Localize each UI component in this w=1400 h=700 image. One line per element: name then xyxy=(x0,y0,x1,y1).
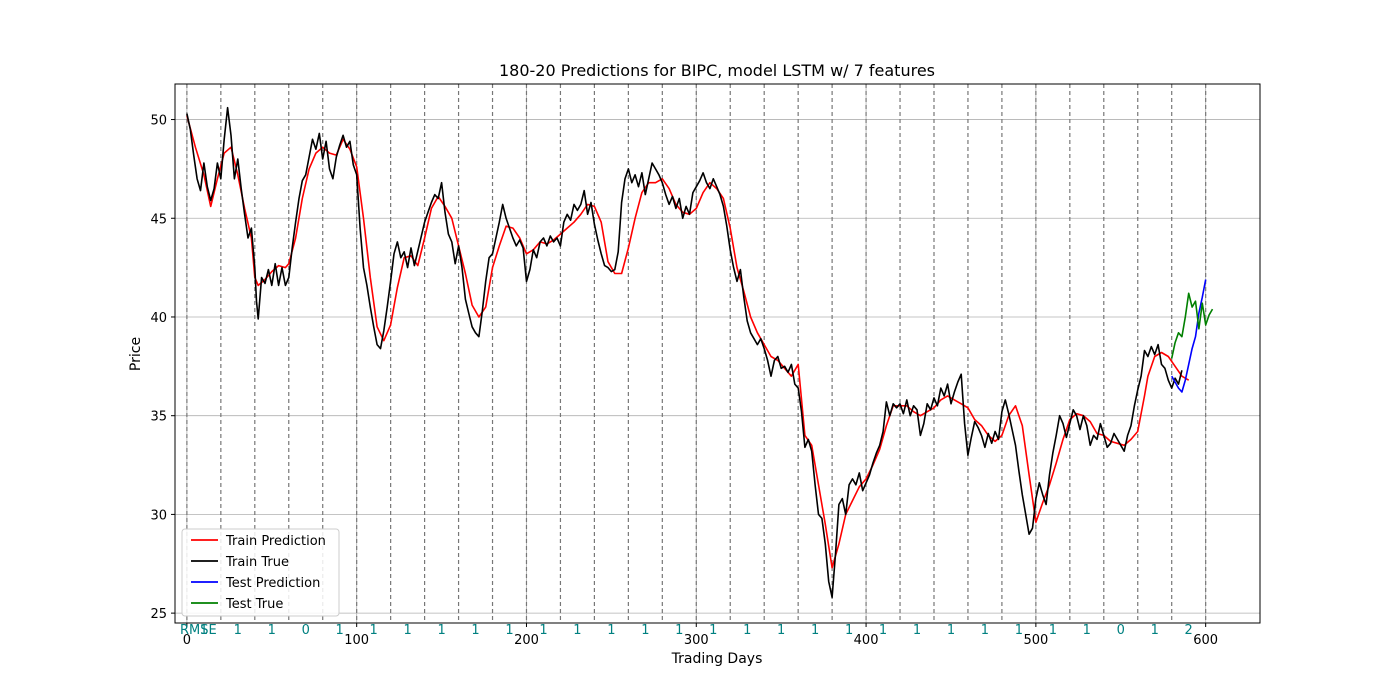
rmse-value: 1 xyxy=(811,623,819,638)
rmse-value: 1 xyxy=(505,623,513,638)
y-tick-label: 45 xyxy=(150,212,167,227)
legend-entry-label: Test True xyxy=(225,597,283,612)
y-tick-label: 40 xyxy=(150,311,167,326)
rmse-value: 1 xyxy=(234,623,242,638)
rmse-value: 1 xyxy=(268,623,276,638)
rmse-value: 1 xyxy=(981,623,989,638)
rmse-value: 1 xyxy=(879,623,887,638)
legend-box xyxy=(181,528,340,617)
series-line-train-prediction xyxy=(186,115,1190,569)
rmse-label: RMSE xyxy=(180,623,217,638)
series-line-test-prediction xyxy=(1171,279,1207,393)
series-line-test-true xyxy=(1170,292,1214,359)
rmse-value: 1 xyxy=(1015,623,1023,638)
rmse-value: 1 xyxy=(913,623,921,638)
rmse-value: 1 xyxy=(845,623,853,638)
legend-entry-label: Train True xyxy=(225,555,289,570)
rmse-value: 0 xyxy=(1117,623,1125,638)
legend-entry-label: Test Prediction xyxy=(225,576,320,591)
x-tick-label: 0 xyxy=(183,633,191,648)
x-tick-label: 400 xyxy=(854,633,879,648)
legend-entries: Train Prediction Train True Test Predictio… xyxy=(191,534,326,612)
rmse-value: 1 xyxy=(777,623,785,638)
chart-title: 180-20 Predictions for BIPC, model LSTM … xyxy=(499,61,935,80)
y-axis-label: Price xyxy=(128,337,144,371)
legend: Train Prediction Train True Test Predictio… xyxy=(181,528,340,617)
x-tick-label: 500 xyxy=(1023,633,1048,648)
rmse-value: 1 xyxy=(200,623,208,638)
rmse-value: 1 xyxy=(743,623,751,638)
rmse-value: 1 xyxy=(539,623,547,638)
rmse-value: 1 xyxy=(403,623,411,638)
y-tick-label: 30 xyxy=(150,508,167,523)
y-tick-label: 50 xyxy=(150,114,167,129)
y-tick-label: 25 xyxy=(150,607,167,622)
rmse-value: 1 xyxy=(607,623,615,638)
rmse-value: 2 xyxy=(1185,623,1193,638)
rmse-row: 1 1 1 0 1 1 1 1 1 1 1 1 1 1 1 1 1 1 1 1 1 1 1 1 1 1 1 0 1 2 xyxy=(200,623,1193,638)
x-tick-label: 100 xyxy=(344,633,369,648)
plot-frame xyxy=(174,83,1261,624)
rmse-value: 1 xyxy=(370,623,378,638)
legend-entry-label: Train Prediction xyxy=(225,534,326,549)
rmse-value: 1 xyxy=(1151,623,1159,638)
series-lines xyxy=(186,106,1214,599)
x-tick-label: 300 xyxy=(684,633,709,648)
rmse-value: 1 xyxy=(471,623,479,638)
rmse-value: 1 xyxy=(709,623,717,638)
rmse-value: 0 xyxy=(302,623,310,638)
rmse-value: 1 xyxy=(641,623,649,638)
rmse-value: 1 xyxy=(947,623,955,638)
rmse-value: 1 xyxy=(336,623,344,638)
x-axis-label: Trading Days xyxy=(671,651,763,667)
rmse-value: 1 xyxy=(437,623,445,638)
rmse-value: 1 xyxy=(1083,623,1091,638)
rmse-value: 1 xyxy=(1049,623,1057,638)
rmse-value: 1 xyxy=(675,623,683,638)
x-tick-label: 200 xyxy=(514,633,539,648)
series-line-train-true xyxy=(186,106,1183,599)
rmse-value: 1 xyxy=(573,623,581,638)
x-tick-label: 600 xyxy=(1193,633,1218,648)
y-tick-label: 35 xyxy=(150,410,167,425)
